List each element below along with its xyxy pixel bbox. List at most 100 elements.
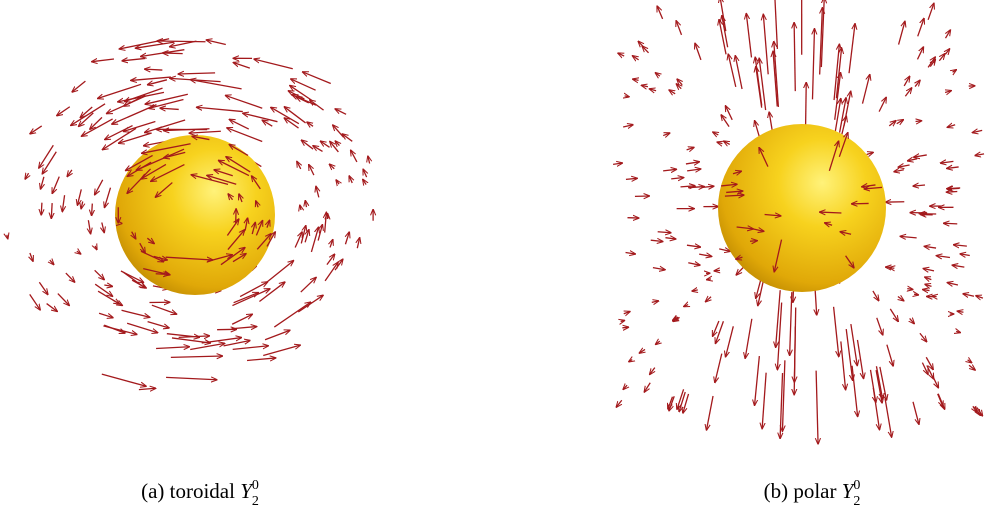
arrow <box>349 176 352 183</box>
arrow <box>925 277 932 280</box>
arrow <box>345 232 349 244</box>
arrow <box>132 280 146 288</box>
arrow <box>342 134 352 141</box>
arrow <box>125 88 163 101</box>
arrow <box>81 201 83 208</box>
arrow <box>917 47 923 59</box>
arrow <box>914 155 927 157</box>
arrow <box>303 72 331 84</box>
arrow <box>844 91 851 126</box>
arrow <box>149 100 184 109</box>
arrow <box>968 360 972 363</box>
arrow <box>189 131 221 133</box>
arrow <box>330 240 333 248</box>
arrow <box>699 254 712 256</box>
caption-text: polar <box>793 479 836 503</box>
caption: (a) toroidal Y20 <box>141 478 259 509</box>
arrow <box>774 0 777 49</box>
caption-sup: 0 <box>853 478 860 493</box>
arrow <box>907 289 913 290</box>
arrow <box>196 107 242 111</box>
arrow <box>885 399 892 437</box>
arrow <box>300 205 301 210</box>
arrow <box>923 290 930 291</box>
arrow <box>763 14 768 74</box>
arrow <box>166 377 217 379</box>
caption-sub: 2 <box>252 494 259 509</box>
arrow <box>665 238 675 239</box>
arrow <box>676 84 681 89</box>
arrow <box>639 349 645 353</box>
arrow <box>156 347 189 349</box>
arrow <box>616 400 621 407</box>
arrow <box>671 178 683 179</box>
arrow <box>713 321 719 336</box>
arrow <box>632 56 638 60</box>
arrow <box>102 222 104 232</box>
arrow <box>972 130 982 132</box>
arrow <box>933 376 939 388</box>
arrow <box>92 59 114 62</box>
arrow <box>651 240 663 241</box>
arrow <box>104 325 125 333</box>
arrow <box>118 133 151 143</box>
sphere <box>115 135 275 295</box>
arrow <box>305 230 309 243</box>
arrow <box>227 128 262 142</box>
arrow <box>95 180 103 195</box>
arrow <box>254 59 293 69</box>
arrow <box>862 75 869 104</box>
arrow <box>915 80 920 86</box>
arrow <box>298 295 323 312</box>
arrow <box>719 249 730 252</box>
arrow <box>857 340 863 379</box>
arrow <box>745 319 752 359</box>
arrow <box>876 366 882 399</box>
arrow <box>873 388 879 430</box>
arrow <box>318 225 322 241</box>
arrow <box>867 152 874 154</box>
arrow <box>713 132 719 135</box>
arrow <box>663 169 676 171</box>
arrow <box>900 236 916 238</box>
arrow <box>913 185 925 186</box>
arrow <box>39 145 54 168</box>
arrow <box>327 254 335 265</box>
arrow <box>746 13 751 57</box>
arrow <box>721 115 729 127</box>
arrow <box>655 73 660 76</box>
arrow <box>939 54 944 61</box>
arrow <box>762 373 766 429</box>
arrow <box>301 140 313 149</box>
arrow <box>123 121 155 131</box>
caption-sup: 0 <box>252 478 259 493</box>
arrow <box>953 245 966 246</box>
arrow <box>52 177 59 194</box>
arrow <box>684 305 688 307</box>
arrow <box>160 108 179 109</box>
arrow <box>335 141 339 146</box>
arrow <box>333 125 344 137</box>
arrow <box>305 201 306 208</box>
arrow <box>145 69 163 70</box>
arrow <box>947 167 959 168</box>
arrow <box>274 302 310 327</box>
arrow <box>621 320 625 321</box>
arrow <box>889 121 896 126</box>
arrow <box>944 223 958 224</box>
arrow <box>77 251 81 254</box>
arrow <box>263 345 300 355</box>
arrow <box>952 265 964 267</box>
arrow <box>190 343 224 349</box>
arrow <box>629 360 632 362</box>
arrow <box>924 246 936 248</box>
arrow <box>923 269 934 271</box>
arrow <box>618 53 624 56</box>
arrow <box>623 125 633 127</box>
arrow <box>851 324 857 366</box>
arrow <box>145 94 188 104</box>
sphere <box>718 124 886 292</box>
caption-label: (a) <box>141 479 164 503</box>
arrow <box>357 238 359 248</box>
arrow <box>692 290 698 291</box>
